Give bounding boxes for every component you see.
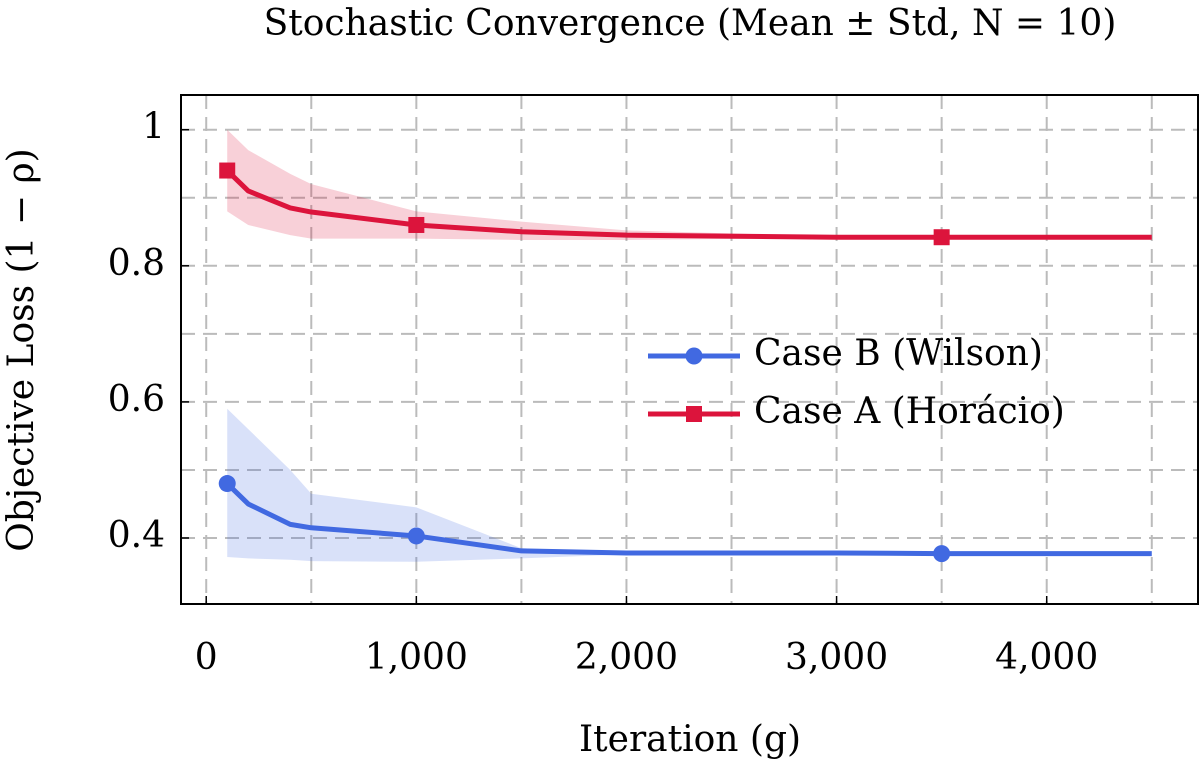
legend: Case B (Wilson) Case A (Horácio) <box>648 333 1065 432</box>
marker <box>407 527 425 545</box>
legend-label: Case B (Wilson) <box>754 333 1043 374</box>
marker <box>219 162 236 179</box>
y-tick-label: 1 <box>142 107 165 148</box>
x-tick-label: 2,000 <box>575 637 678 678</box>
series-line <box>225 168 1152 240</box>
marker <box>218 475 236 493</box>
marker <box>408 216 425 233</box>
x-tick-label: 0 <box>195 637 218 678</box>
y-tick-label: 0.4 <box>108 515 165 556</box>
marker <box>933 229 950 246</box>
y-axis-label: Objective Loss (1 − ρ) <box>1 148 42 551</box>
chart-title: Stochastic Convergence (Mean ± Std, N = … <box>264 3 1117 44</box>
std-band <box>227 129 1152 240</box>
y-tick-label: 0.8 <box>108 243 165 284</box>
series-line <box>225 481 1152 557</box>
legend-marker <box>686 406 702 422</box>
std-band <box>227 408 1152 562</box>
legend-marker <box>685 347 703 365</box>
legend-label: Case A (Horácio) <box>754 391 1065 432</box>
marker <box>933 545 951 563</box>
x-tick-label: 4,000 <box>995 637 1098 678</box>
y-tick-label: 0.6 <box>108 379 165 420</box>
x-axis-label: Iteration (g) <box>579 719 801 760</box>
x-tick-label: 3,000 <box>785 637 888 678</box>
x-tick-label: 1,000 <box>365 637 468 678</box>
plot-frame <box>180 94 1199 605</box>
